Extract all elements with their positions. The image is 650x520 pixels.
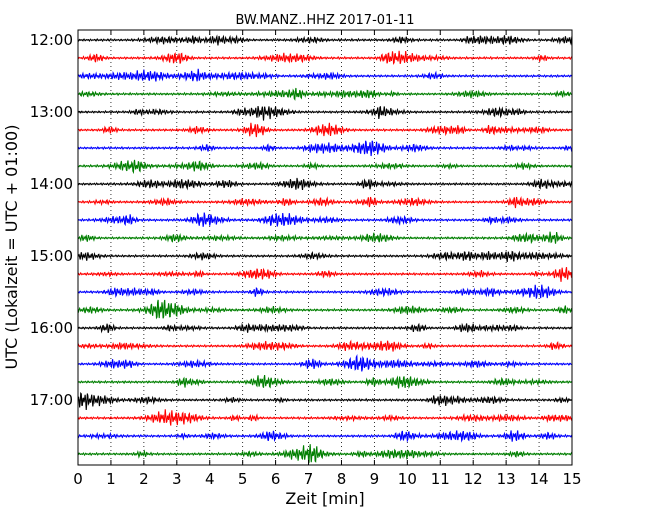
seismic-trace <box>77 159 573 175</box>
y-axis-ticks: 12:00 13:00 14:00 15:00 16:00 17:00 <box>30 31 572 409</box>
seismic-trace <box>77 50 573 66</box>
seismic-trace <box>77 299 573 320</box>
seismic-trace <box>77 444 573 464</box>
seismic-trace <box>77 409 573 426</box>
seismic-trace <box>77 105 573 121</box>
seismic-traces <box>77 34 573 464</box>
seismic-trace <box>77 34 573 46</box>
seismic-trace <box>77 196 573 209</box>
chart-title: BW.MANZ..HHZ 2017-01-11 <box>235 13 414 28</box>
seismic-trace <box>77 354 573 372</box>
x-tick-label: 6 <box>271 470 281 488</box>
seismic-trace <box>77 122 573 138</box>
x-tick-label: 2 <box>139 470 149 488</box>
x-axis-label: Zeit [min] <box>285 489 364 508</box>
seismic-trace <box>77 177 573 191</box>
y-tick-label: 15:00 <box>30 247 73 265</box>
x-tick-label: 12 <box>464 470 483 488</box>
y-tick-label: 13:00 <box>30 103 73 121</box>
seismic-trace <box>77 68 573 82</box>
x-tick-label: 14 <box>530 470 549 488</box>
seismic-trace <box>77 284 573 299</box>
seismic-trace <box>77 140 573 157</box>
x-tick-label: 3 <box>172 470 182 488</box>
seismic-trace <box>77 87 573 101</box>
plot-frame <box>77 29 573 466</box>
seismic-trace <box>77 322 573 334</box>
x-tick-label: 10 <box>398 470 417 488</box>
seismic-trace <box>77 231 573 245</box>
x-tick-label: 7 <box>304 470 314 488</box>
vertical-grid <box>110 30 540 465</box>
x-tick-label: 9 <box>370 470 380 488</box>
y-tick-label: 12:00 <box>30 31 73 49</box>
seismic-trace <box>77 430 573 443</box>
x-tick-label: 15 <box>562 470 581 488</box>
seismic-trace <box>77 392 573 410</box>
y-tick-label: 17:00 <box>30 391 73 409</box>
x-tick-label: 8 <box>337 470 347 488</box>
seismic-trace <box>77 250 573 263</box>
x-tick-label: 0 <box>73 470 83 488</box>
x-tick-label: 13 <box>497 470 516 488</box>
y-tick-label: 16:00 <box>30 319 73 337</box>
y-tick-label: 14:00 <box>30 175 73 193</box>
seismic-trace <box>77 212 573 227</box>
x-tick-label: 1 <box>106 470 116 488</box>
x-axis-ticks: 0 1 2 3 4 5 6 7 8 9 10 11 12 13 14 15 <box>73 30 582 488</box>
x-tick-label: 4 <box>205 470 215 488</box>
seismic-trace <box>77 267 573 282</box>
x-tick-label: 5 <box>238 470 248 488</box>
seismic-trace <box>77 374 573 390</box>
x-tick-label: 11 <box>431 470 450 488</box>
seismic-trace <box>77 339 573 352</box>
y-axis-label: UTC (Lokalzeit = UTC + 01:00) <box>2 125 21 370</box>
